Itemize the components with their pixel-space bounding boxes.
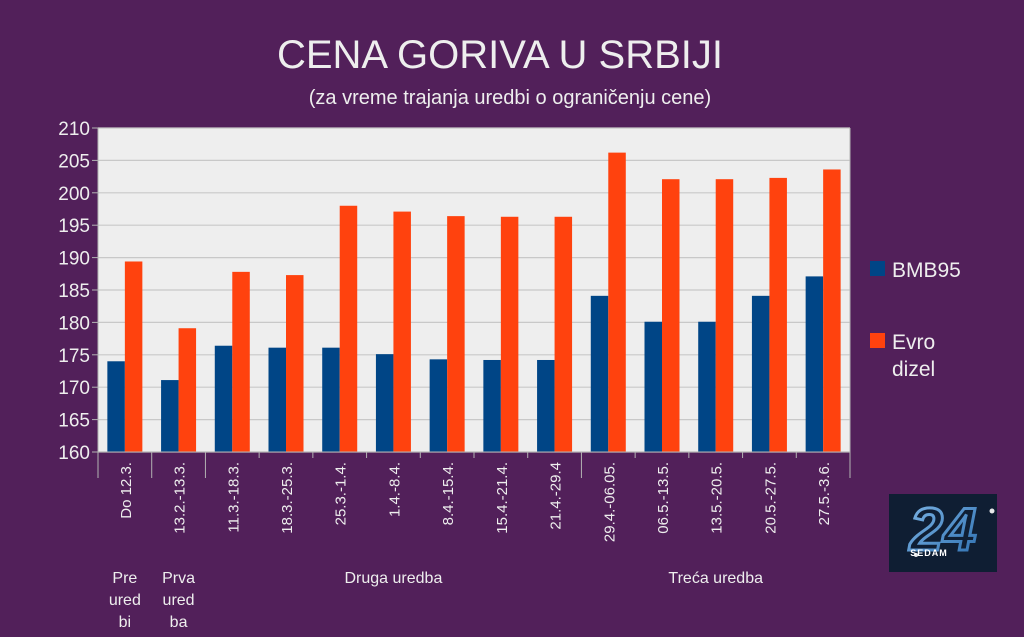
y-tick-label: 200 <box>58 184 90 205</box>
svg-text:SEDAM: SEDAM <box>910 548 948 558</box>
x-group-label: Prva <box>162 570 195 587</box>
y-tick-label: 160 <box>58 443 90 464</box>
bar-bmb95 <box>322 347 340 452</box>
x-tick-label: 13.5.-20.5. <box>709 462 726 534</box>
y-tick-label: 185 <box>58 281 90 302</box>
x-tick-label: 1.4.-8.4. <box>386 462 403 517</box>
bar-evro-dizel <box>447 216 465 452</box>
y-tick-label: 170 <box>58 378 90 399</box>
x-tick-label: 21.4.-29.4 <box>548 462 565 530</box>
bar-evro-dizel <box>393 211 411 452</box>
legend: BMB95 Evro dizel <box>870 259 961 381</box>
legend-swatch-bmb95 <box>870 261 885 276</box>
x-tick-label: 20.5.-27.5. <box>762 462 779 534</box>
y-tick-label: 165 <box>58 411 90 432</box>
y-tick-label: 190 <box>58 249 90 270</box>
bar-bmb95 <box>161 380 179 452</box>
sedam24-logo: 24 SEDAM <box>889 494 997 572</box>
x-tick-label: Do 12.3. <box>118 462 135 519</box>
bar-bmb95 <box>429 359 448 452</box>
y-tick-label: 180 <box>58 313 90 334</box>
bar-bmb95 <box>107 361 125 452</box>
bar-evro-dizel <box>178 328 197 452</box>
x-group-label: ba <box>170 614 188 631</box>
x-tick-label: 18.3.-25.3. <box>279 462 296 534</box>
bar-evro-dizel <box>715 179 734 452</box>
bar-evro-dizel <box>124 261 143 452</box>
bar-bmb95 <box>805 276 824 452</box>
bar-bmb95 <box>590 295 609 452</box>
bar-evro-dizel <box>339 205 358 452</box>
bar-bmb95 <box>751 295 770 452</box>
bar-evro-dizel <box>823 169 841 453</box>
x-tick-label: 15.4.-21.4. <box>494 462 511 534</box>
bar-evro-dizel <box>608 152 626 452</box>
y-tick-label: 195 <box>58 216 90 237</box>
x-tick-label: 11.3.-18.3. <box>225 462 242 533</box>
x-group-label: bi <box>119 614 131 631</box>
bar-bmb95 <box>644 321 662 452</box>
x-group-label: ured <box>163 592 195 609</box>
bar-evro-dizel <box>500 216 519 452</box>
y-tick-label: 210 <box>58 119 90 140</box>
bar-bmb95 <box>375 354 394 452</box>
bar-evro-dizel <box>286 275 304 452</box>
x-tick-label: 27.5.-3.6. <box>816 462 833 525</box>
y-tick-label: 175 <box>58 346 90 367</box>
bar-bmb95 <box>483 359 501 452</box>
x-tick-label: 8.4.-15.4. <box>440 462 457 525</box>
x-tick-label: 25.3.-1.4. <box>333 462 350 525</box>
x-tick-label: 29.4.-06.05. <box>601 462 618 542</box>
x-tick-label: 13.2.-13.3. <box>172 462 189 534</box>
bar-bmb95 <box>698 321 716 452</box>
legend-label-bmb95: BMB95 <box>892 259 961 282</box>
x-group-label: Treća uredba <box>668 570 763 587</box>
x-group-label: ured <box>109 592 141 609</box>
bar-evro-dizel <box>554 216 573 452</box>
legend-swatch-evro-dizel <box>870 333 885 348</box>
chart-subtitle: (za vreme trajanja uredbi o ograničenju … <box>309 87 711 109</box>
chart-title: CENA GORIVA U SRBIJI <box>277 33 723 77</box>
x-group-label: Druga uredba <box>345 570 443 587</box>
bar-bmb95 <box>214 345 233 452</box>
y-tick-label: 205 <box>58 151 90 172</box>
bar-evro-dizel <box>232 271 250 452</box>
svg-text:24: 24 <box>909 496 977 563</box>
legend-label-evro-dizel-line1: Evro <box>892 331 935 354</box>
bar-evro-dizel <box>662 179 680 452</box>
bar-bmb95 <box>268 347 286 452</box>
legend-label-evro-dizel-line2: dizel <box>892 358 935 381</box>
x-group-label: Pre <box>112 570 137 587</box>
x-tick-label: 06.5.-13.5. <box>655 462 672 534</box>
bar-evro-dizel <box>769 177 787 452</box>
bar-bmb95 <box>537 359 555 452</box>
